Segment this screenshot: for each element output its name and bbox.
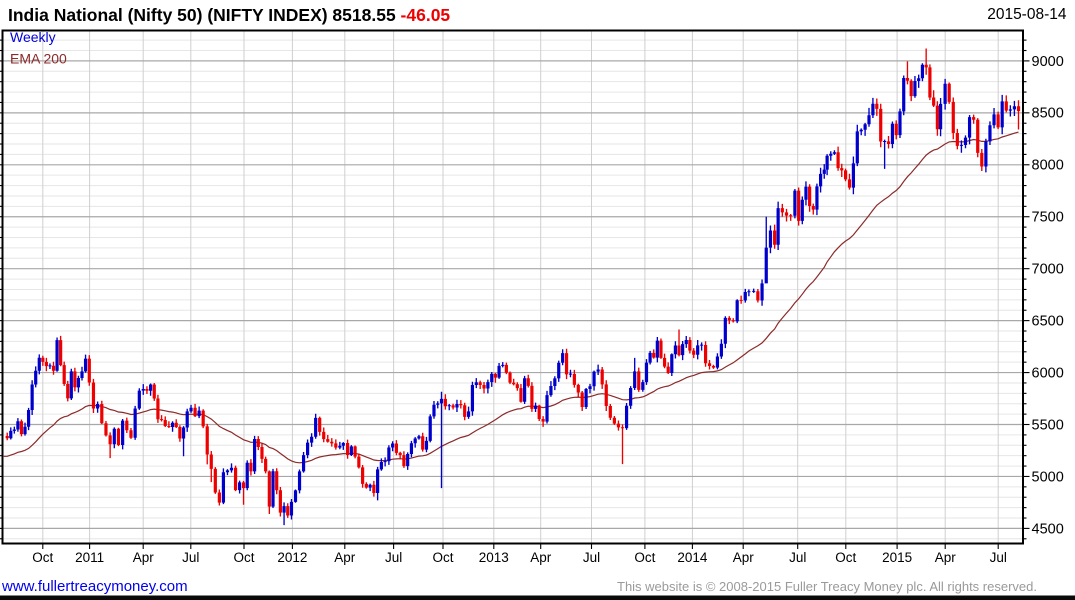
svg-text:2014: 2014: [677, 550, 708, 565]
svg-text:EMA 200: EMA 200: [10, 51, 67, 67]
svg-text:Oct: Oct: [634, 550, 655, 565]
svg-text:Jul: Jul: [789, 550, 806, 565]
svg-text:Oct: Oct: [233, 550, 254, 565]
svg-text:2015-08-14: 2015-08-14: [987, 6, 1067, 23]
svg-text:2012: 2012: [277, 550, 307, 565]
svg-text:Apr: Apr: [935, 550, 957, 565]
svg-text:4500: 4500: [1032, 521, 1064, 537]
svg-text:Oct: Oct: [32, 550, 53, 565]
svg-text:India National (Nifty 50) (NIF: India National (Nifty 50) (NIFTY INDEX) …: [8, 5, 450, 25]
svg-text:Jul: Jul: [583, 550, 600, 565]
svg-text:Weekly: Weekly: [10, 29, 56, 45]
svg-text:5000: 5000: [1032, 469, 1064, 485]
svg-text:Apr: Apr: [133, 550, 155, 565]
svg-text:2013: 2013: [479, 550, 509, 565]
svg-text:Apr: Apr: [334, 550, 356, 565]
svg-text:This website is © 2008-2015 Fu: This website is © 2008-2015 Fuller Treac…: [617, 579, 1037, 594]
svg-text:Apr: Apr: [530, 550, 552, 565]
svg-text:8000: 8000: [1032, 158, 1064, 174]
svg-text:7000: 7000: [1032, 262, 1064, 278]
svg-text:6500: 6500: [1032, 314, 1064, 330]
svg-text:Apr: Apr: [733, 550, 755, 565]
svg-text:Jul: Jul: [385, 550, 402, 565]
svg-text:5500: 5500: [1032, 417, 1064, 433]
svg-text:9000: 9000: [1032, 54, 1064, 70]
svg-text:Jul: Jul: [182, 550, 199, 565]
svg-text:8500: 8500: [1032, 106, 1064, 122]
svg-text:7500: 7500: [1032, 210, 1064, 226]
svg-text:Jul: Jul: [990, 550, 1007, 565]
svg-text:6000: 6000: [1032, 366, 1064, 382]
svg-text:2011: 2011: [75, 550, 104, 565]
svg-text:Oct: Oct: [835, 550, 856, 565]
svg-text:2015: 2015: [882, 550, 912, 565]
svg-text:www.fullertreacymoney.com: www.fullertreacymoney.com: [1, 578, 188, 595]
svg-text:Oct: Oct: [432, 550, 453, 565]
